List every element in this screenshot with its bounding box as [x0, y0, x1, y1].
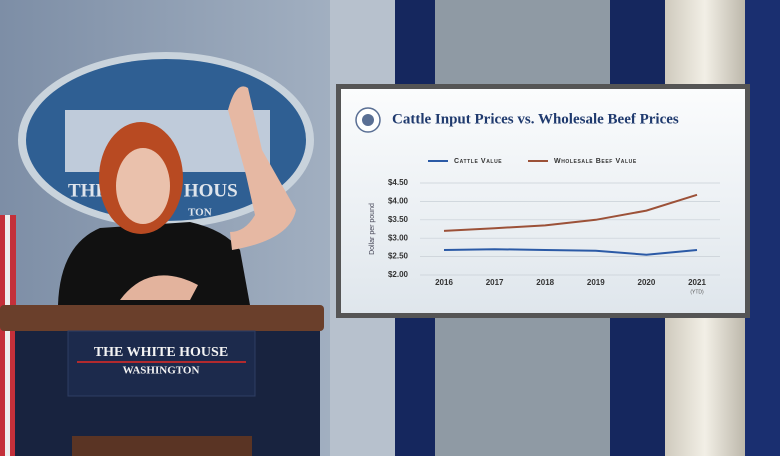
x-tick-label: 2017	[486, 278, 504, 287]
y-tick-label: $2.50	[388, 252, 409, 261]
chart-title: Cattle Input Prices vs. Wholesale Beef P…	[392, 111, 679, 127]
person-face	[116, 148, 170, 224]
board-seal-center	[362, 114, 374, 126]
x-tick-label: 2016	[435, 278, 453, 287]
x-tick-label: 2021	[688, 278, 706, 287]
y-tick-label: $4.50	[388, 178, 409, 187]
series-line	[443, 193, 698, 232]
y-tick-label: $2.00	[388, 270, 409, 279]
podium-base	[72, 436, 252, 456]
flag-stripe	[5, 215, 10, 456]
curtain-right	[745, 0, 780, 456]
series-line	[443, 248, 698, 256]
person-hand	[120, 275, 198, 300]
x-tick-label: 2018	[536, 278, 554, 287]
plot: $2.00 $2.50 $3.00 $3.50 $4.00 $4.50 2016 2017 20…	[388, 158, 720, 295]
legend-label: Wholesale Beef Value	[554, 158, 637, 165]
x-tick-label: 2019	[587, 278, 605, 287]
annotation: (YTD)	[690, 289, 704, 295]
y-tick-label: $4.00	[388, 197, 409, 206]
y-tick-label: $3.50	[388, 215, 409, 224]
person-body	[58, 222, 250, 305]
legend-label: Cattle Value	[454, 158, 502, 165]
podium-subtitle: WASHINGTON	[123, 365, 200, 377]
podium-plaque	[67, 330, 256, 397]
x-tick-label: 2020	[638, 278, 656, 287]
podium-title: THE WHITE HOUSE	[94, 345, 228, 360]
podium-top	[0, 305, 324, 331]
person-arm	[228, 86, 296, 250]
y-tick-label: $3.00	[388, 233, 409, 242]
seal-text: TON	[188, 207, 212, 219]
y-axis-label: Dollar per pound	[369, 203, 376, 255]
